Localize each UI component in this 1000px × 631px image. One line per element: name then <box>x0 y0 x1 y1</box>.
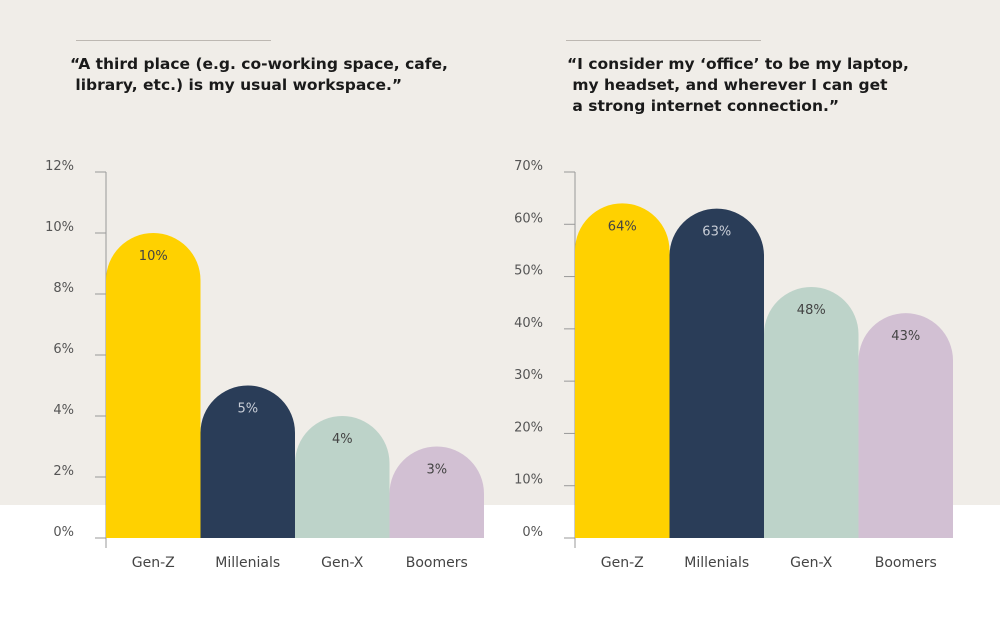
left-bar-gen-x <box>295 416 390 538</box>
right-bar-millenials <box>669 208 764 538</box>
chart-title-right: “I consider my ‘office’ to be my laptop,… <box>567 55 909 115</box>
title-rule-left <box>76 40 271 41</box>
right-x-category-label: Gen-Z <box>601 555 644 571</box>
left-y-tick-label: 12% <box>45 159 74 174</box>
left-bar-value-label: 5% <box>237 402 258 417</box>
right-y-tick-label: 0% <box>522 525 543 540</box>
left-x-category-label: Gen-X <box>321 555 364 571</box>
right-y-tick-label: 30% <box>514 368 543 383</box>
right-bar-value-label: 43% <box>891 329 920 344</box>
right-bar-gen-z <box>575 203 670 538</box>
right-bar-value-label: 64% <box>608 219 637 234</box>
right-y-tick-label: 10% <box>514 473 543 488</box>
right-y-tick-label: 60% <box>514 211 543 226</box>
right-y-tick-label: 40% <box>514 316 543 331</box>
left-bar-value-label: 3% <box>426 463 447 478</box>
right-y-tick-label: 70% <box>514 159 543 174</box>
left-y-tick-label: 0% <box>53 525 74 540</box>
right-bar-value-label: 63% <box>702 225 731 240</box>
right-x-category-label: Millenials <box>684 555 749 571</box>
left-y-tick-label: 8% <box>53 281 74 296</box>
left-x-category-label: Millenials <box>215 555 280 571</box>
right-x-category-label: Gen-X <box>790 555 833 571</box>
left-x-category-label: Gen-Z <box>132 555 175 571</box>
right-x-category-label: Boomers <box>875 555 937 571</box>
right-y-tick-label: 20% <box>514 420 543 435</box>
left-y-tick-label: 4% <box>53 403 74 418</box>
left-bar-gen-z <box>106 232 201 538</box>
title-rule-right <box>566 40 761 41</box>
right-y-tick-label: 50% <box>514 264 543 279</box>
left-y-tick-label: 2% <box>53 464 74 479</box>
left-x-category-label: Boomers <box>406 555 468 571</box>
left-bar-boomers <box>389 446 484 538</box>
right-bar-value-label: 48% <box>797 303 826 318</box>
left-y-tick-label: 10% <box>45 220 74 235</box>
left-bar-millenials <box>200 385 295 538</box>
left-bar-value-label: 4% <box>332 432 353 447</box>
chart-title-left: “A third place (e.g. co-working space, c… <box>70 55 448 94</box>
left-y-tick-label: 6% <box>53 342 74 357</box>
right-bar-boomers <box>858 313 953 538</box>
right-bar-gen-x <box>764 287 859 538</box>
left-bar-value-label: 10% <box>139 249 168 264</box>
